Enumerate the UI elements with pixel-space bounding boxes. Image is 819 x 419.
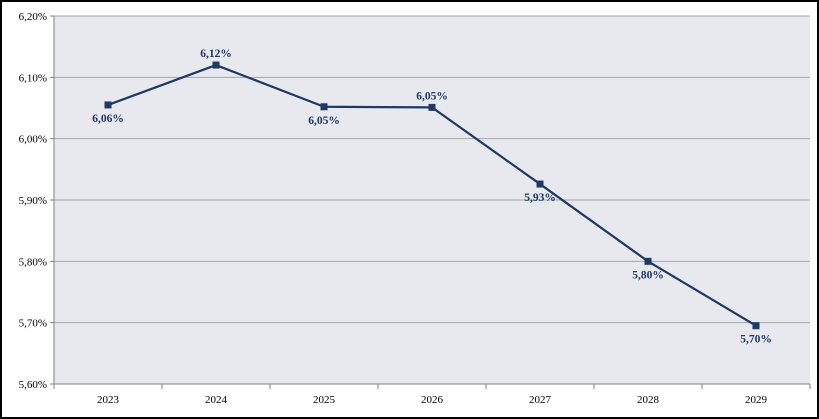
- data-point-marker: [644, 257, 652, 265]
- y-tick-label: 5,70%: [19, 318, 47, 330]
- data-label: 6,12%: [200, 48, 232, 60]
- data-label: 6,05%: [416, 90, 448, 102]
- y-tick-label: 5,90%: [19, 195, 47, 207]
- y-tick-label: 6,20%: [19, 11, 47, 23]
- data-point-marker: [752, 322, 760, 330]
- data-point-marker: [104, 101, 112, 109]
- x-tick-label: 2028: [637, 394, 660, 406]
- data-label: 5,70%: [740, 334, 772, 346]
- data-label: 5,80%: [632, 269, 664, 281]
- x-tick-label: 2025: [313, 394, 336, 406]
- data-point-marker: [320, 103, 328, 111]
- data-point-marker: [212, 61, 220, 69]
- y-tick-label: 6,10%: [19, 72, 47, 84]
- data-label: 6,05%: [308, 115, 340, 127]
- data-point-marker: [536, 180, 544, 188]
- x-tick-label: 2024: [205, 394, 228, 406]
- x-tick-label: 2027: [529, 394, 552, 406]
- y-tick-label: 6,00%: [19, 134, 47, 146]
- data-label: 6,06%: [92, 113, 124, 125]
- x-tick-label: 2029: [745, 394, 768, 406]
- data-label: 5,93%: [524, 192, 556, 204]
- x-tick-label: 2023: [97, 394, 120, 406]
- y-tick-label: 5,80%: [19, 256, 47, 268]
- x-tick-label: 2026: [421, 394, 444, 406]
- data-point-marker: [428, 103, 436, 111]
- y-tick-label: 5,60%: [19, 379, 47, 391]
